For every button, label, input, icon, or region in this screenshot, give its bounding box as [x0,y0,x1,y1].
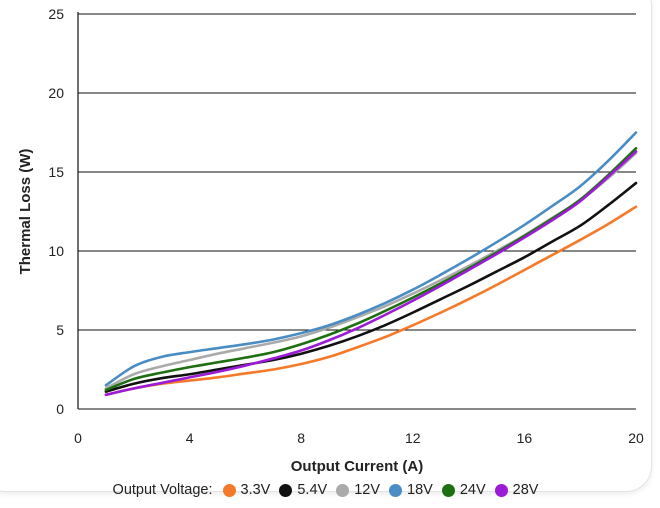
x-tick-label: 16 [517,430,533,446]
legend-label: 12V [354,482,381,498]
y-tick-label: 0 [56,401,64,417]
legend-dot-icon [279,483,293,497]
legend-item: 28V [494,482,539,498]
series-line-18v [104,131,638,387]
legend-dot-icon [336,483,350,497]
x-tick-label: 8 [297,430,305,446]
x-tick-label: 20 [628,430,644,446]
x-tick-label: 4 [186,430,194,446]
x-tick-label: 12 [405,430,421,446]
gridlines [77,12,636,410]
series-line-3-3v [104,205,638,397]
y-tick-label: 20 [48,85,64,101]
series-line-24v [104,147,638,392]
y-tick-label: 15 [48,164,64,180]
series-line-5-4v [104,181,638,393]
legend-label: 18V [407,482,433,498]
legend-item: 12V [336,482,380,498]
legend-item: 24V [441,482,486,498]
legend-dot-icon [389,483,403,497]
legend-item: 18V [389,482,433,498]
legend: Output Voltage: 3.3V 5.4V 12V 18V 24V 28V [0,482,660,498]
y-tick-label: 25 [48,6,64,22]
legend-dot-icon [494,483,508,497]
series-line-28v [104,150,638,397]
series-lines [104,131,638,397]
legend-label: 3.3V [240,482,271,498]
legend-title: Output Voltage: [112,482,213,498]
legend-dot-icon [441,483,455,497]
x-tick-labels: 0 4 8 12 16 20 [74,430,644,446]
legend-item: 5.4V [279,482,327,498]
y-tick-label: 10 [48,243,64,259]
legend-dot-icon [222,483,236,497]
legend-label: 24V [459,482,486,498]
y-tick-labels: 0 5 10 15 20 25 [48,6,64,417]
x-tick-label: 0 [74,430,82,446]
legend-item: 3.3V [222,482,271,498]
y-tick-label: 5 [56,322,64,338]
legend-items: 3.3V 5.4V 12V 18V 24V 28V [222,482,548,498]
y-axis-title: Thermal Loss (W) [17,149,34,275]
legend-label: 28V [512,482,539,498]
legend-label: 5.4V [297,482,328,498]
x-axis-title: Output Current (A) [291,458,423,475]
